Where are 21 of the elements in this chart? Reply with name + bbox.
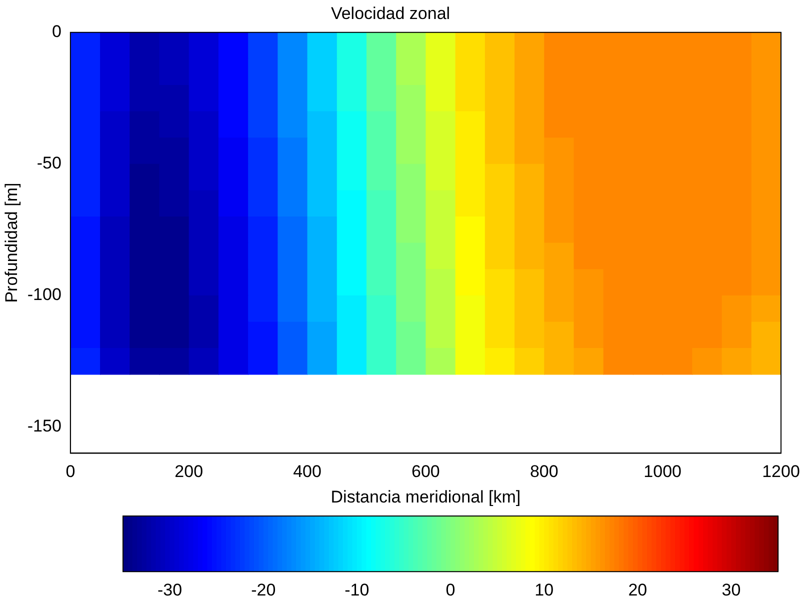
y-tick-label: -150 bbox=[27, 416, 62, 436]
color-bar-label: 0 bbox=[446, 580, 456, 600]
y-tick-label: -50 bbox=[36, 154, 62, 173]
x-tick-label: 1200 bbox=[762, 462, 800, 482]
y-tick-label: -100 bbox=[27, 285, 62, 304]
color-bar-label: 30 bbox=[722, 580, 741, 600]
y-axis-title: Profundidad [m] bbox=[2, 182, 21, 303]
x-tick-label: 200 bbox=[174, 462, 204, 482]
color-bar-label: -20 bbox=[251, 580, 276, 600]
color-bar-label: -10 bbox=[344, 580, 370, 600]
x-tick-label: 1000 bbox=[644, 462, 682, 482]
x-tick-label: 600 bbox=[412, 462, 440, 482]
x-tick-label: 800 bbox=[530, 462, 558, 482]
x-tick-label: 400 bbox=[293, 462, 322, 482]
chart-title: Velocidad zonal bbox=[330, 4, 450, 23]
color-bar-label: -30 bbox=[157, 580, 182, 600]
color-bar-label: 20 bbox=[628, 580, 648, 600]
x-axis-title: Distancia meridional [km] bbox=[330, 487, 521, 506]
color-bar-label: 10 bbox=[534, 580, 554, 600]
x-tick-label: 0 bbox=[66, 462, 76, 482]
y-tick-label: 0 bbox=[52, 22, 62, 42]
